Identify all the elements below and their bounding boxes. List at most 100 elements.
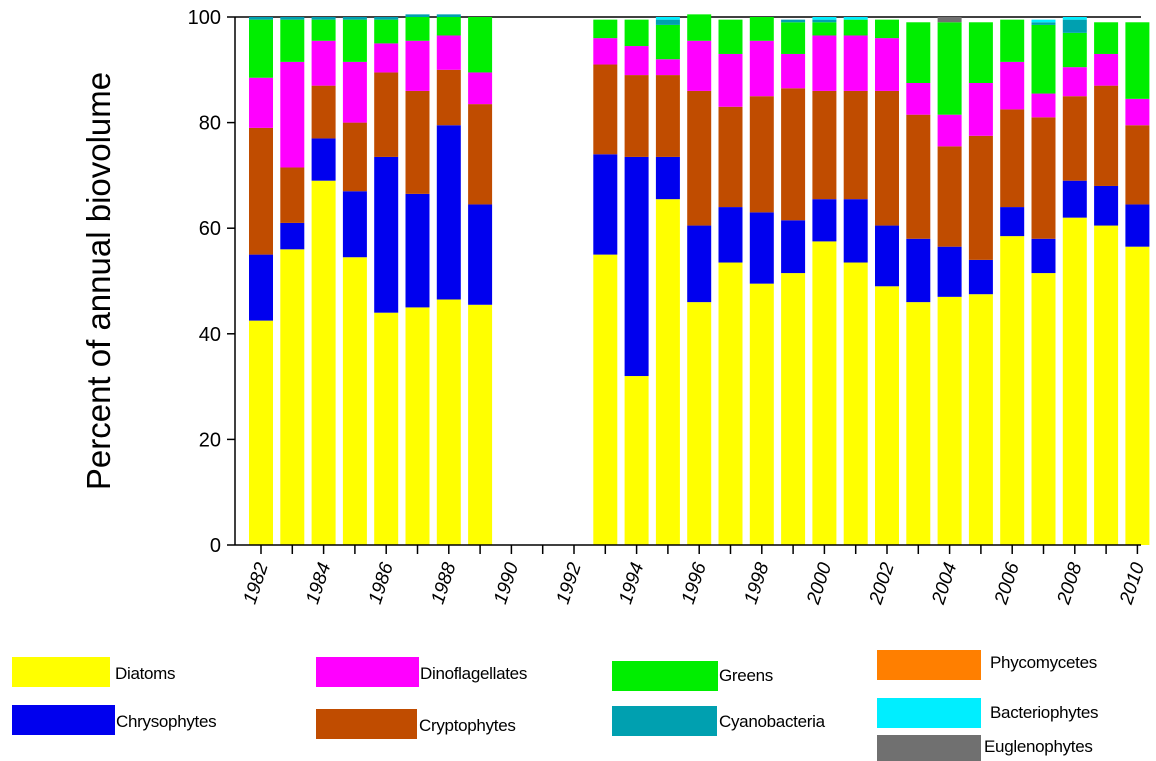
x-tick-label-1992: 1992 <box>553 560 586 607</box>
bar-segment-1989-diatoms <box>468 304 493 545</box>
bar-segment-1998-dinoflagellates <box>749 40 774 97</box>
legend-swatch-diatoms <box>12 657 110 687</box>
legend-swatch-greens <box>612 661 718 691</box>
bar-segment-2008-chrysophytes <box>1062 180 1087 218</box>
bar-segment-2000-diatoms <box>812 241 837 545</box>
bar-segment-1989-chrysophytes <box>468 204 493 305</box>
bar-segment-1989-cryptophytes <box>468 104 493 205</box>
bar-segment-2004-chrysophytes <box>937 246 962 297</box>
bar-segment-1996-cryptophytes <box>687 90 712 226</box>
bar-segment-2003-greens <box>906 22 931 84</box>
bar-segment-2000-dinoflagellates <box>812 35 837 91</box>
bar-segment-1999-greens <box>781 22 806 54</box>
bar-segment-2002-chrysophytes <box>875 225 899 287</box>
bar-segment-1984-chrysophytes <box>311 138 336 181</box>
x-tick-label-2008: 2008 <box>1053 560 1086 608</box>
bar-segment-2008-cyanobacteria <box>1062 19 1087 33</box>
bar-segment-1999-cyanobacteria <box>781 19 806 23</box>
bar-segment-2007-dinoflagellates <box>1031 93 1056 118</box>
bar-segment-1996-chrysophytes <box>687 225 712 303</box>
bar-segment-1984-cyanobacteria <box>311 17 336 20</box>
bar-segment-1993-greens <box>593 19 618 39</box>
bar-segment-2001-diatoms <box>843 262 868 545</box>
bar-segment-1982-greens <box>249 19 273 78</box>
legend-swatch-chrysophytes <box>12 705 115 735</box>
bar-segment-1989-dinoflagellates <box>468 72 493 105</box>
bar-segment-2005-diatoms <box>968 294 993 545</box>
bar-segment-2007-diatoms <box>1031 273 1056 545</box>
bar-segment-1997-dinoflagellates <box>718 53 743 107</box>
bar-segment-2000-chrysophytes <box>812 199 837 242</box>
bar-segment-2009-greens <box>1094 22 1119 54</box>
bar-segment-1989-greens <box>468 17 493 73</box>
bar-segment-2000-cyanobacteria <box>812 19 837 23</box>
bar-segment-1983-dinoflagellates <box>280 61 305 168</box>
bar-segment-2008-bacteriophytes <box>1062 17 1087 20</box>
y-axis-title: Percent of annual biovolume <box>80 72 117 490</box>
bar-segment-2006-greens <box>1000 19 1025 62</box>
bar-segment-1988-chrysophytes <box>436 125 461 300</box>
bar-segment-2007-chrysophytes <box>1031 238 1056 274</box>
bar-segment-1988-greens <box>436 17 461 36</box>
bar-segment-1986-dinoflagellates <box>374 43 399 73</box>
bar-segment-2002-greens <box>875 19 899 39</box>
bar-segment-2000-bacteriophytes <box>812 17 837 20</box>
bar-segment-2001-dinoflagellates <box>843 35 868 91</box>
bar-segment-2004-greens <box>937 22 962 115</box>
bar-segment-2003-chrysophytes <box>906 238 931 303</box>
bar-segment-1999-dinoflagellates <box>781 53 806 89</box>
bar-segment-2002-dinoflagellates <box>875 38 899 91</box>
legend-label-euglenophytes: Euglenophytes <box>984 737 1093 756</box>
bar-segment-1994-cryptophytes <box>624 75 649 157</box>
y-tick-label-60: 60 <box>199 218 221 240</box>
x-tick-label-1986: 1986 <box>365 560 398 607</box>
bar-segment-1982-dinoflagellates <box>249 77 273 128</box>
bar-segment-1993-cryptophytes <box>593 64 618 155</box>
bar-segment-1982-chrysophytes <box>249 254 273 321</box>
x-tick-label-2004: 2004 <box>928 560 961 608</box>
legend-label-cyanobacteria: Cyanobacteria <box>719 712 825 731</box>
y-tick-label-100: 100 <box>188 7 221 29</box>
bar-segment-1983-cyanobacteria <box>280 17 305 20</box>
bar-segment-1995-bacteriophytes <box>655 17 680 20</box>
legend-swatch-dinoflagellates <box>316 657 419 687</box>
bar-segment-2006-cryptophytes <box>1000 109 1025 208</box>
legend-label-bacteriophytes: Bacteriophytes <box>990 703 1099 722</box>
bar-segment-1983-diatoms <box>280 249 305 545</box>
bar-segment-2009-cryptophytes <box>1094 85 1119 186</box>
bar-segment-2008-dinoflagellates <box>1062 67 1087 97</box>
bar-segment-2009-dinoflagellates <box>1094 53 1119 86</box>
bar-segment-2007-bacteriophytes <box>1031 19 1056 23</box>
bar-segment-1987-greens <box>405 17 430 41</box>
x-tick-label-1984: 1984 <box>302 560 335 607</box>
bar-segment-1984-greens <box>311 19 336 41</box>
bar-segment-1986-diatoms <box>374 312 399 545</box>
bar-segment-2009-diatoms <box>1094 225 1119 545</box>
bar-segment-1995-chrysophytes <box>655 156 680 200</box>
bar-segment-1998-diatoms <box>749 283 774 545</box>
bar-segment-1985-chrysophytes <box>342 191 367 258</box>
bar-segment-1993-dinoflagellates <box>593 38 618 65</box>
bar-segment-1986-cryptophytes <box>374 72 399 157</box>
bar-segment-2004-euglenophytes <box>937 17 962 23</box>
bar-segment-2008-cryptophytes <box>1062 96 1087 181</box>
bar-segment-2010-cryptophytes <box>1125 125 1150 205</box>
bar-segment-1994-greens <box>624 19 649 47</box>
legend-label-phycomycetes: Phycomycetes <box>990 653 1097 672</box>
legend-swatch-phycomycetes <box>877 650 981 680</box>
bar-segment-1995-cyanobacteria <box>655 19 680 25</box>
bar-segment-1982-cyanobacteria <box>249 17 273 20</box>
bar-segment-2003-dinoflagellates <box>906 83 931 115</box>
bar-segment-1988-dinoflagellates <box>436 35 461 70</box>
bar-segment-1995-diatoms <box>655 199 680 545</box>
bar-segment-2010-dinoflagellates <box>1125 98 1150 126</box>
bar-segment-1987-cyanobacteria <box>405 14 430 17</box>
x-tick-label-1998: 1998 <box>741 560 774 607</box>
bar-segment-2001-greens <box>843 19 868 36</box>
bar-segment-1999-chrysophytes <box>781 220 806 274</box>
bar-segment-1994-dinoflagellates <box>624 46 649 76</box>
bar-segment-1997-chrysophytes <box>718 207 743 263</box>
bar-segment-1987-cryptophytes <box>405 90 430 194</box>
bar-segment-2006-diatoms <box>1000 236 1025 545</box>
bar-segment-1999-diatoms <box>781 273 806 545</box>
